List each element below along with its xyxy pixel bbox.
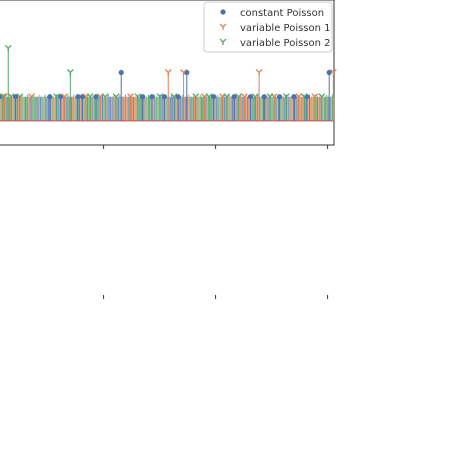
stem-marker-1-0 — [0, 93, 8, 100]
stem-marker-1-15 — [329, 69, 337, 76]
stem-marker-2-16 — [251, 93, 259, 100]
stem-marker-0-5 — [79, 94, 86, 100]
stem-marker-1-14 — [311, 93, 319, 100]
upper-axes — [0, 0, 337, 149]
stem-marker-1-6 — [164, 69, 172, 76]
stem-marker-0-20 — [326, 69, 332, 76]
legend: constant Poisson variable Poisson 1 variab… — [203, 1, 333, 53]
upper-x-ticks — [103, 145, 329, 149]
stem-marker-0-3 — [58, 94, 64, 100]
stem-layer — [0, 44, 337, 121]
legend-marker-0 — [220, 9, 226, 15]
stem-marker-1-2 — [61, 93, 69, 100]
legend-label-2: variable Poisson 2 — [240, 38, 331, 49]
stem-marker-2-17 — [266, 93, 274, 100]
stem-marker-0-11 — [175, 94, 181, 100]
stem-marker-0-9 — [149, 94, 155, 100]
stem-marker-0-13 — [211, 94, 217, 100]
stem-marker-2-5 — [66, 69, 74, 76]
stem-marker-0-8 — [140, 94, 146, 100]
stem-marker-0-15 — [247, 94, 254, 100]
stem-marker-0-14 — [231, 94, 237, 100]
legend-label-1: variable Poisson 1 — [240, 23, 331, 34]
stem-marker-0-16 — [261, 94, 267, 100]
stem-marker-2-1 — [4, 44, 12, 52]
stem-marker-1-11 — [255, 69, 263, 76]
stem-marker-2-15 — [235, 93, 243, 100]
lower-x-ticks — [103, 295, 329, 299]
legend-box — [203, 1, 333, 53]
stem-marker-1-7 — [180, 69, 188, 76]
stem-marker-2-3 — [16, 93, 24, 100]
legend-marker-1 — [219, 23, 227, 30]
stem-marker-2-10 — [156, 93, 164, 100]
baseline-band — [0, 94, 335, 122]
stem-marker-1-10 — [240, 93, 248, 100]
stem-marker-2-0 — [0, 93, 7, 100]
stem-marker-0-10 — [161, 94, 167, 100]
legend-label-0: constant Poisson — [240, 8, 324, 19]
stem-marker-2-11 — [170, 93, 178, 100]
stem-marker-2-13 — [205, 93, 213, 100]
stem-marker-2-4 — [53, 93, 61, 100]
stem-marker-0-17 — [277, 94, 283, 100]
stem-marker-2-7 — [101, 93, 109, 100]
stem-marker-0-1 — [13, 94, 19, 100]
stem-marker-1-1 — [28, 93, 36, 100]
stem-marker-0-6 — [93, 94, 99, 100]
stem-marker-2-8 — [112, 93, 120, 100]
stem-marker-0-7 — [118, 69, 124, 76]
stem-marker-0-2 — [47, 94, 53, 100]
lower-axes — [103, 295, 329, 299]
legend-marker-2 — [219, 38, 227, 45]
stem-marker-1-13 — [295, 93, 303, 100]
stem-marker-2-6 — [86, 93, 94, 100]
stem-marker-1-5 — [127, 93, 134, 100]
stem-marker-2-2 — [7, 93, 15, 100]
stem-marker-0-4 — [75, 94, 81, 100]
stem-marker-0-18 — [291, 94, 297, 100]
stem-marker-2-18 — [282, 93, 290, 100]
stem-marker-2-19 — [300, 93, 308, 100]
stem-marker-2-20 — [318, 93, 326, 100]
stem-marker-2-9 — [134, 93, 142, 100]
stem-marker-2-12 — [192, 93, 200, 100]
stem-marker-2-14 — [223, 93, 231, 100]
